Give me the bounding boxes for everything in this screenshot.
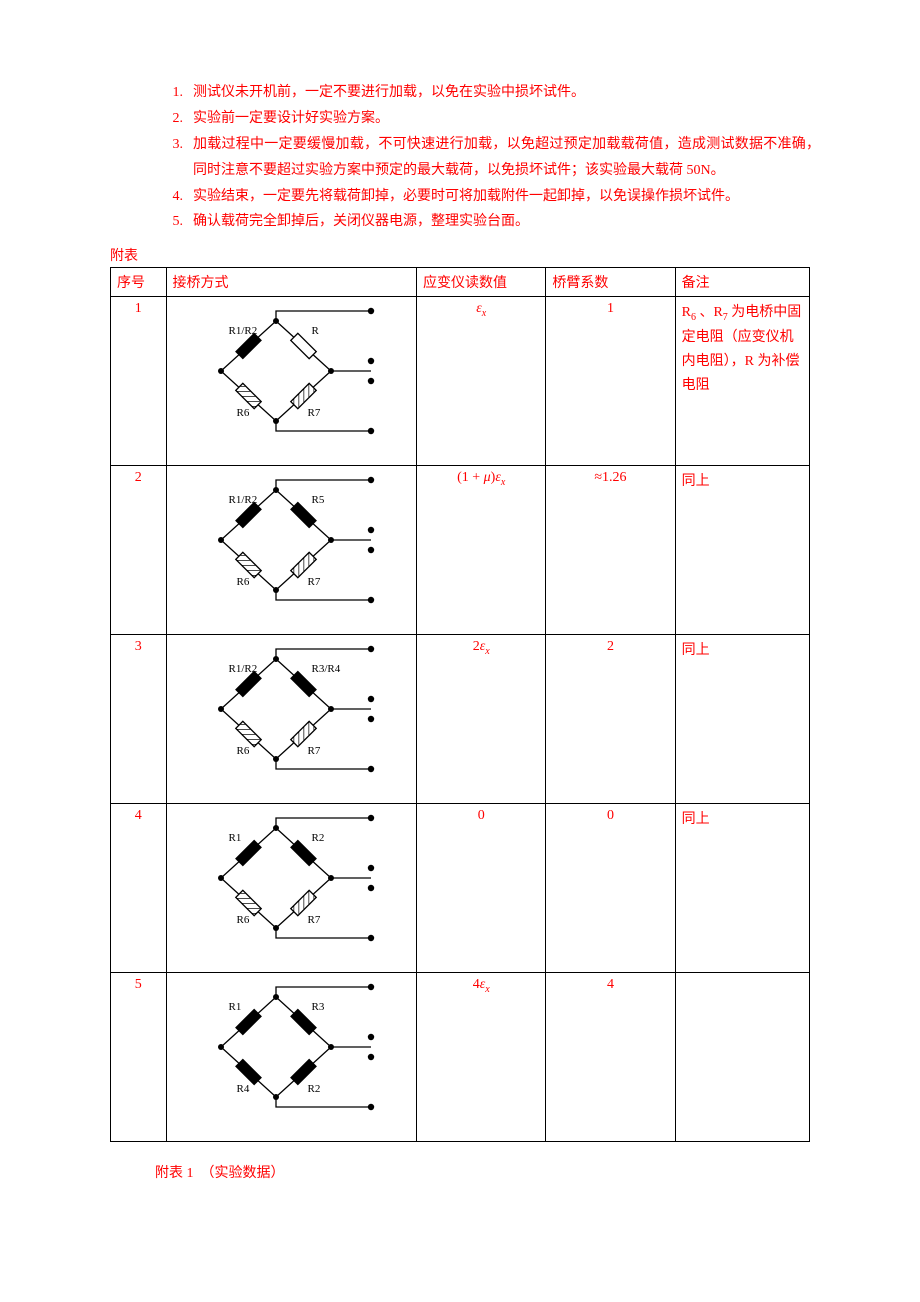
precaution-item: 3.加载过程中一定要缓慢加载，不可快速进行加载，以免超过预定加载载荷值，造成测试… [155, 132, 820, 184]
svg-text:R6: R6 [237, 914, 250, 926]
cell-reading: 2εx [417, 635, 546, 804]
svg-text:R1/R2: R1/R2 [229, 663, 258, 675]
cell-coef: ≈1.26 [546, 466, 675, 635]
table-row: 4 R1 R2 [111, 804, 810, 973]
cell-reading: 0 [417, 804, 546, 973]
cell-coef: 1 [546, 297, 675, 466]
cell-seq: 5 [111, 973, 167, 1142]
bridge-table: 序号 接桥方式 应变仪读数值 桥臂系数 备注 1 [110, 267, 810, 1142]
col-note: 备注 [675, 268, 809, 297]
precaution-item: 5.确认载荷完全卸掉后，关闭仪器电源，整理实验台面。 [155, 209, 820, 235]
cell-note [675, 973, 809, 1142]
svg-text:R1/R2: R1/R2 [229, 325, 258, 337]
cell-coef: 2 [546, 635, 675, 804]
cell-note: 同上 [675, 804, 809, 973]
cell-seq: 2 [111, 466, 167, 635]
appendix-label: 附表 [110, 245, 820, 265]
svg-text:R6: R6 [237, 576, 250, 588]
svg-text:R5: R5 [312, 494, 325, 506]
svg-text:R6: R6 [237, 745, 250, 757]
precaution-item: 1.测试仪未开机前，一定不要进行加载，以免在实验中损坏试件。 [155, 80, 820, 106]
cell-note: 同上 [675, 635, 809, 804]
table-row: 2 R1/R2 R5 [111, 466, 810, 635]
svg-text:R: R [312, 325, 320, 337]
table-row: 3 R1/R2 R3/R [111, 635, 810, 804]
cell-diagram: R1/R2 R R6 R7 [166, 297, 417, 466]
table-row: 5 R1 R3 [111, 973, 810, 1142]
cell-reading: εx [417, 297, 546, 466]
svg-text:R2: R2 [308, 1083, 321, 1095]
cell-reading: 4εx [417, 973, 546, 1142]
svg-text:R6: R6 [237, 407, 250, 419]
precaution-list: 1.测试仪未开机前，一定不要进行加载，以免在实验中损坏试件。2.实验前一定要设计… [155, 80, 820, 235]
cell-diagram: R1 R2 R6 R7 [166, 804, 417, 973]
svg-text:R3: R3 [312, 1001, 325, 1013]
cell-seq: 4 [111, 804, 167, 973]
cell-note: R6 、R7 为电桥中固定电阻（应变仪机内电阻），R 为补偿电阻 [675, 297, 809, 466]
cell-coef: 0 [546, 804, 675, 973]
cell-diagram: R1/R2 R3/R4 R6 R7 [166, 635, 417, 804]
svg-text:R7: R7 [308, 576, 321, 588]
cell-note: 同上 [675, 466, 809, 635]
cell-reading: (1 + μ)εx [417, 466, 546, 635]
svg-text:R1/R2: R1/R2 [229, 494, 258, 506]
svg-text:R1: R1 [229, 1001, 242, 1013]
svg-text:R7: R7 [308, 407, 321, 419]
svg-text:R1: R1 [229, 832, 242, 844]
cell-coef: 4 [546, 973, 675, 1142]
cell-diagram: R1 R3 R4 R2 [166, 973, 417, 1142]
appendix1-label: 附表 1 （实验数据） [155, 1162, 820, 1182]
svg-text:R2: R2 [312, 832, 325, 844]
cell-seq: 3 [111, 635, 167, 804]
svg-text:R3/R4: R3/R4 [312, 663, 341, 675]
precaution-item: 2.实验前一定要设计好实验方案。 [155, 106, 820, 132]
svg-text:R7: R7 [308, 914, 321, 926]
col-coef: 桥臂系数 [546, 268, 675, 297]
col-diag: 接桥方式 [166, 268, 417, 297]
precaution-item: 4.实验结束，一定要先将载荷卸掉，必要时可将加载附件一起卸掉，以免误操作损坏试件… [155, 184, 820, 210]
svg-text:R4: R4 [237, 1083, 250, 1095]
cell-diagram: R1/R2 R5 R6 R7 [166, 466, 417, 635]
col-read: 应变仪读数值 [417, 268, 546, 297]
cell-seq: 1 [111, 297, 167, 466]
svg-text:R7: R7 [308, 745, 321, 757]
table-row: 1 R1/R2 R [111, 297, 810, 466]
col-seq: 序号 [111, 268, 167, 297]
